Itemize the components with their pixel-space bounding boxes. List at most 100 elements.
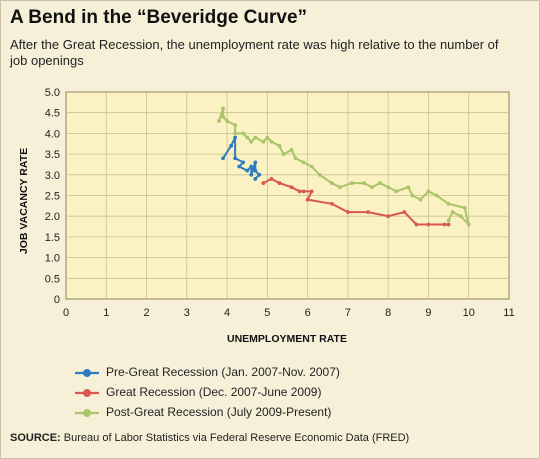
x-tick-label: 8 [385, 307, 391, 319]
x-tick-label: 6 [305, 307, 311, 319]
data-point-post [301, 160, 306, 165]
data-point-post [386, 185, 391, 190]
data-point-pre [253, 168, 258, 173]
x-tick-label: 10 [463, 307, 475, 319]
data-point-pre [229, 143, 234, 148]
chart-subtitle: After the Great Recession, the unemploym… [10, 37, 499, 68]
source-label: SOURCE: [10, 432, 61, 444]
data-point-pre [233, 135, 238, 140]
data-point-post [410, 193, 415, 198]
data-point-post [426, 189, 431, 194]
data-point-pre [237, 164, 242, 169]
data-point-post [265, 135, 270, 140]
data-point-post [317, 172, 322, 177]
source-text: Bureau of Labor Statistics via Federal R… [63, 432, 410, 444]
data-point-great [269, 177, 274, 181]
x-tick-label: 9 [425, 307, 431, 319]
y-tick-label: 1.5 [45, 232, 60, 244]
y-tick-label: 2.0 [45, 211, 60, 223]
data-point-pre [253, 177, 258, 181]
data-point-post [261, 139, 266, 144]
data-point-post [221, 114, 225, 119]
data-point-post [446, 218, 451, 223]
data-point-pre [253, 160, 258, 165]
data-point-post [446, 201, 451, 206]
data-point-pre [249, 164, 254, 169]
legend-swatch-great [75, 389, 99, 397]
y-tick-label: 4.0 [45, 128, 60, 140]
data-point-post [458, 214, 463, 219]
data-point-great [426, 222, 431, 227]
y-tick-label: 5.0 [45, 87, 60, 99]
data-point-pre [241, 160, 246, 165]
data-point-post [245, 135, 250, 140]
data-point-post [233, 123, 238, 128]
data-point-great [346, 210, 350, 214]
data-point-post [277, 143, 282, 148]
data-point-post [269, 139, 274, 144]
data-point-great [301, 189, 306, 194]
data-point-great [297, 189, 302, 194]
data-point-post [293, 156, 298, 161]
y-tick-label: 1.0 [45, 253, 60, 265]
data-point-great [402, 210, 407, 214]
data-point-pre [221, 156, 225, 161]
data-point-great [261, 181, 266, 185]
data-point-great [277, 181, 282, 185]
data-point-post [309, 164, 314, 169]
data-point-post [281, 152, 286, 157]
data-point-post [350, 181, 354, 185]
legend-label-post: Post-Great Recession (July 2009-Present) [106, 405, 332, 419]
data-point-post [418, 197, 423, 202]
data-point-post [253, 135, 258, 140]
chart-title: A Bend in the “Beveridge Curve” [10, 7, 308, 28]
data-point-pre [249, 172, 254, 177]
x-tick-label: 1 [103, 307, 109, 319]
legend-label-pre: Pre-Great Recession (Jan. 2007-Nov. 2007… [106, 365, 340, 379]
x-tick-label: 0 [63, 307, 69, 319]
legend-label-great: Great Recession (Dec. 2007-June 2009) [106, 385, 322, 399]
y-tick-label: 0 [54, 294, 60, 306]
data-point-great [366, 210, 370, 214]
data-point-post [249, 139, 254, 144]
data-point-pre [257, 172, 262, 177]
data-point-great [329, 201, 334, 206]
data-point-great [442, 222, 447, 227]
data-point-post [394, 189, 399, 194]
data-point-post [221, 106, 225, 111]
y-tick-label: 0.5 [45, 273, 60, 285]
y-tick-label: 2.5 [45, 191, 60, 203]
x-tick-label: 7 [345, 307, 351, 319]
data-point-great [446, 222, 451, 227]
x-tick-label: 5 [264, 307, 270, 319]
data-point-pre [245, 168, 250, 173]
y-tick-label: 3.5 [45, 149, 60, 161]
y-axis-label: JOB VACANCY RATE [18, 148, 30, 254]
data-point-great [386, 214, 391, 219]
data-point-post [337, 185, 342, 190]
legend-swatch-pre [75, 369, 99, 377]
data-point-great [289, 185, 294, 190]
data-point-post [406, 185, 411, 190]
data-point-great [309, 189, 314, 194]
data-point-post [225, 119, 229, 123]
x-tick-label: 4 [224, 307, 230, 319]
beveridge-curve-chart: 0 1 2 3 4 5 6 7 8 9 10 11 0 0.5 1.0 1.5 2.0 2.5 3.0 3.5 4.0 4… [18, 87, 515, 345]
data-point-great [414, 222, 419, 227]
data-point-post [370, 185, 374, 190]
data-point-post [362, 181, 366, 185]
data-point-post [466, 222, 471, 227]
data-point-great [305, 197, 310, 202]
data-point-post [329, 181, 334, 185]
data-point-post [462, 206, 467, 210]
y-tick-label: 3.0 [45, 170, 60, 182]
data-point-post [241, 131, 246, 136]
data-point-post [434, 193, 439, 198]
y-tick-label: 4.5 [45, 108, 60, 120]
data-point-post [217, 119, 221, 123]
x-tick-label: 11 [503, 307, 514, 319]
data-point-post [378, 181, 383, 185]
data-point-post [450, 210, 455, 214]
data-point-post [233, 131, 238, 136]
